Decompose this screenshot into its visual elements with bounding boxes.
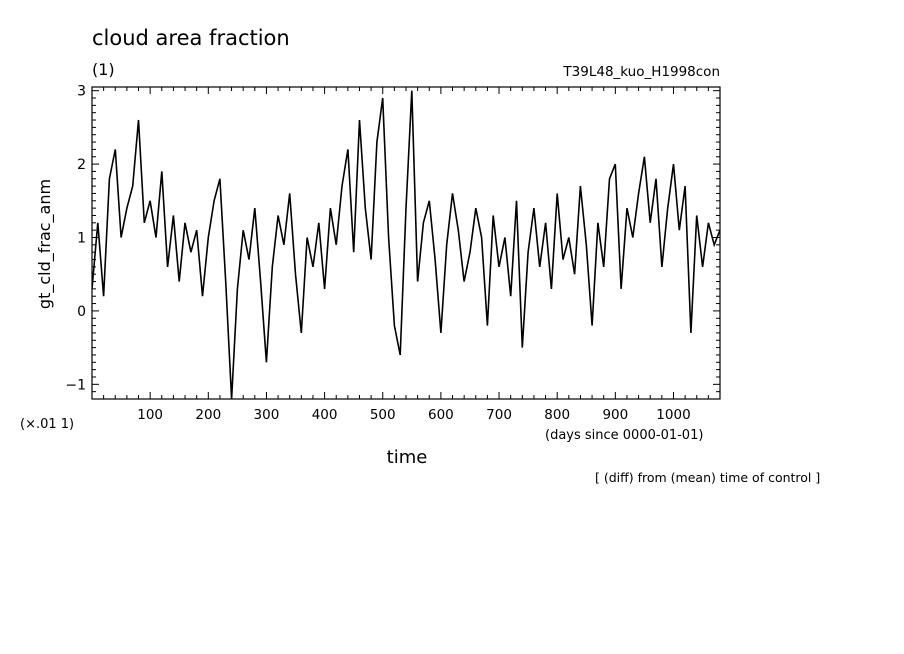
x-tick-label: 700 xyxy=(486,407,512,423)
x-unit-label: (days since 0000-01-01) xyxy=(545,428,703,443)
x-tick-label: 500 xyxy=(370,407,396,423)
series-layer xyxy=(92,90,720,399)
chart-title: cloud area fraction xyxy=(92,26,290,50)
plot-frame xyxy=(91,86,721,400)
x-tick-label: 100 xyxy=(137,407,163,423)
scale-note: (×.01 1) xyxy=(20,417,74,432)
y-tick-label: −1 xyxy=(65,377,86,393)
x-axis: 100 200 300 400 500 600 700 800 900 1000 xyxy=(103,87,709,423)
series-line xyxy=(92,90,720,399)
run-id-label: T39L48_kuo_H1998con xyxy=(562,64,720,80)
footnote: [ (diff) from (mean) time of control ] xyxy=(595,470,820,485)
x-tick-label: 800 xyxy=(544,407,570,423)
y-tick-label: 0 xyxy=(77,304,86,320)
x-tick-label: 400 xyxy=(312,407,338,423)
x-axis-label: time xyxy=(387,447,428,468)
y-axis: −1 0 1 2 3 xyxy=(65,84,720,393)
x-tick-label: 1000 xyxy=(656,407,690,423)
x-tick-label: 200 xyxy=(195,407,221,423)
x-tick-label: 300 xyxy=(254,407,280,423)
y-tick-label: 1 xyxy=(77,230,86,246)
y-tick-label: 2 xyxy=(77,157,86,173)
y-axis-label: gt_cld_frac_anm xyxy=(35,179,55,309)
y-tick-label: 3 xyxy=(77,84,86,100)
units-label: (1) xyxy=(92,60,115,79)
x-tick-label: 900 xyxy=(602,407,628,423)
x-tick-label: 600 xyxy=(428,407,454,423)
